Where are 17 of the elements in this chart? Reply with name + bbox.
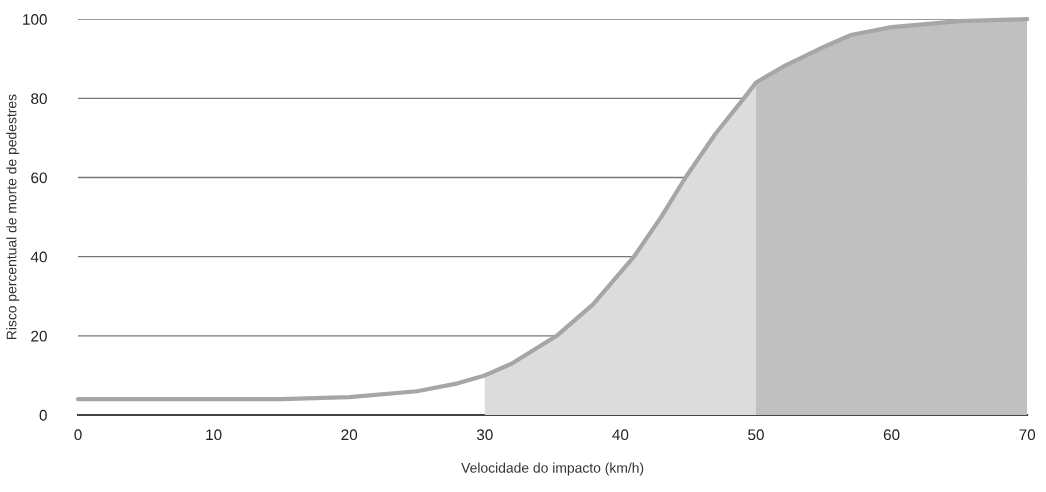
x-tick-label: 60 <box>883 429 900 441</box>
x-tick-label: 30 <box>476 429 493 441</box>
y-tick-label: 60 <box>31 172 47 184</box>
y-tick-label: 80 <box>31 93 47 105</box>
y-tick-label: 100 <box>23 14 47 25</box>
x-tick-label: 20 <box>341 429 358 441</box>
y-tick-label: 20 <box>31 330 47 342</box>
y-axis-title: Risco percentual de morte de pedestres <box>6 94 20 340</box>
x-tick-label: 40 <box>612 429 629 441</box>
y-tick-label: 0 <box>39 409 47 421</box>
y-tick-label: 40 <box>30 251 47 263</box>
x-tick-label: 70 <box>1019 429 1036 441</box>
x-tick-label: 0 <box>74 429 82 441</box>
x-axis-title: Velocidade do impacto (km/h) <box>461 462 644 476</box>
x-tick-label: 10 <box>206 429 222 441</box>
line-series <box>75 17 1030 402</box>
x-tick-label: 50 <box>748 429 764 441</box>
